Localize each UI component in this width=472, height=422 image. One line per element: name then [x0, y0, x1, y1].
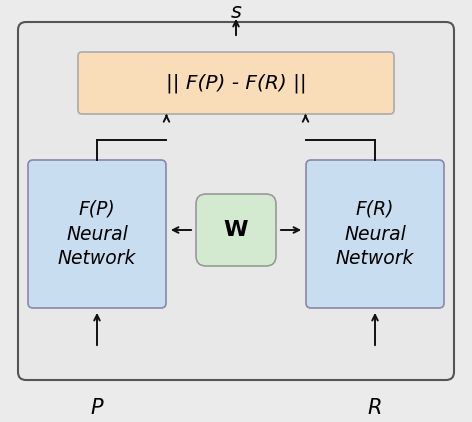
Text: W: W: [224, 220, 248, 240]
Text: P: P: [91, 398, 103, 418]
Text: || F(P) - F(R) ||: || F(P) - F(R) ||: [166, 73, 306, 93]
Text: R: R: [368, 398, 382, 418]
Text: F(P)
Neural
Network: F(P) Neural Network: [58, 200, 136, 268]
FancyBboxPatch shape: [306, 160, 444, 308]
FancyBboxPatch shape: [28, 160, 166, 308]
FancyBboxPatch shape: [78, 52, 394, 114]
Text: F(R)
Neural
Network: F(R) Neural Network: [336, 200, 414, 268]
Text: s: s: [230, 2, 242, 22]
FancyBboxPatch shape: [196, 194, 276, 266]
FancyBboxPatch shape: [18, 22, 454, 380]
